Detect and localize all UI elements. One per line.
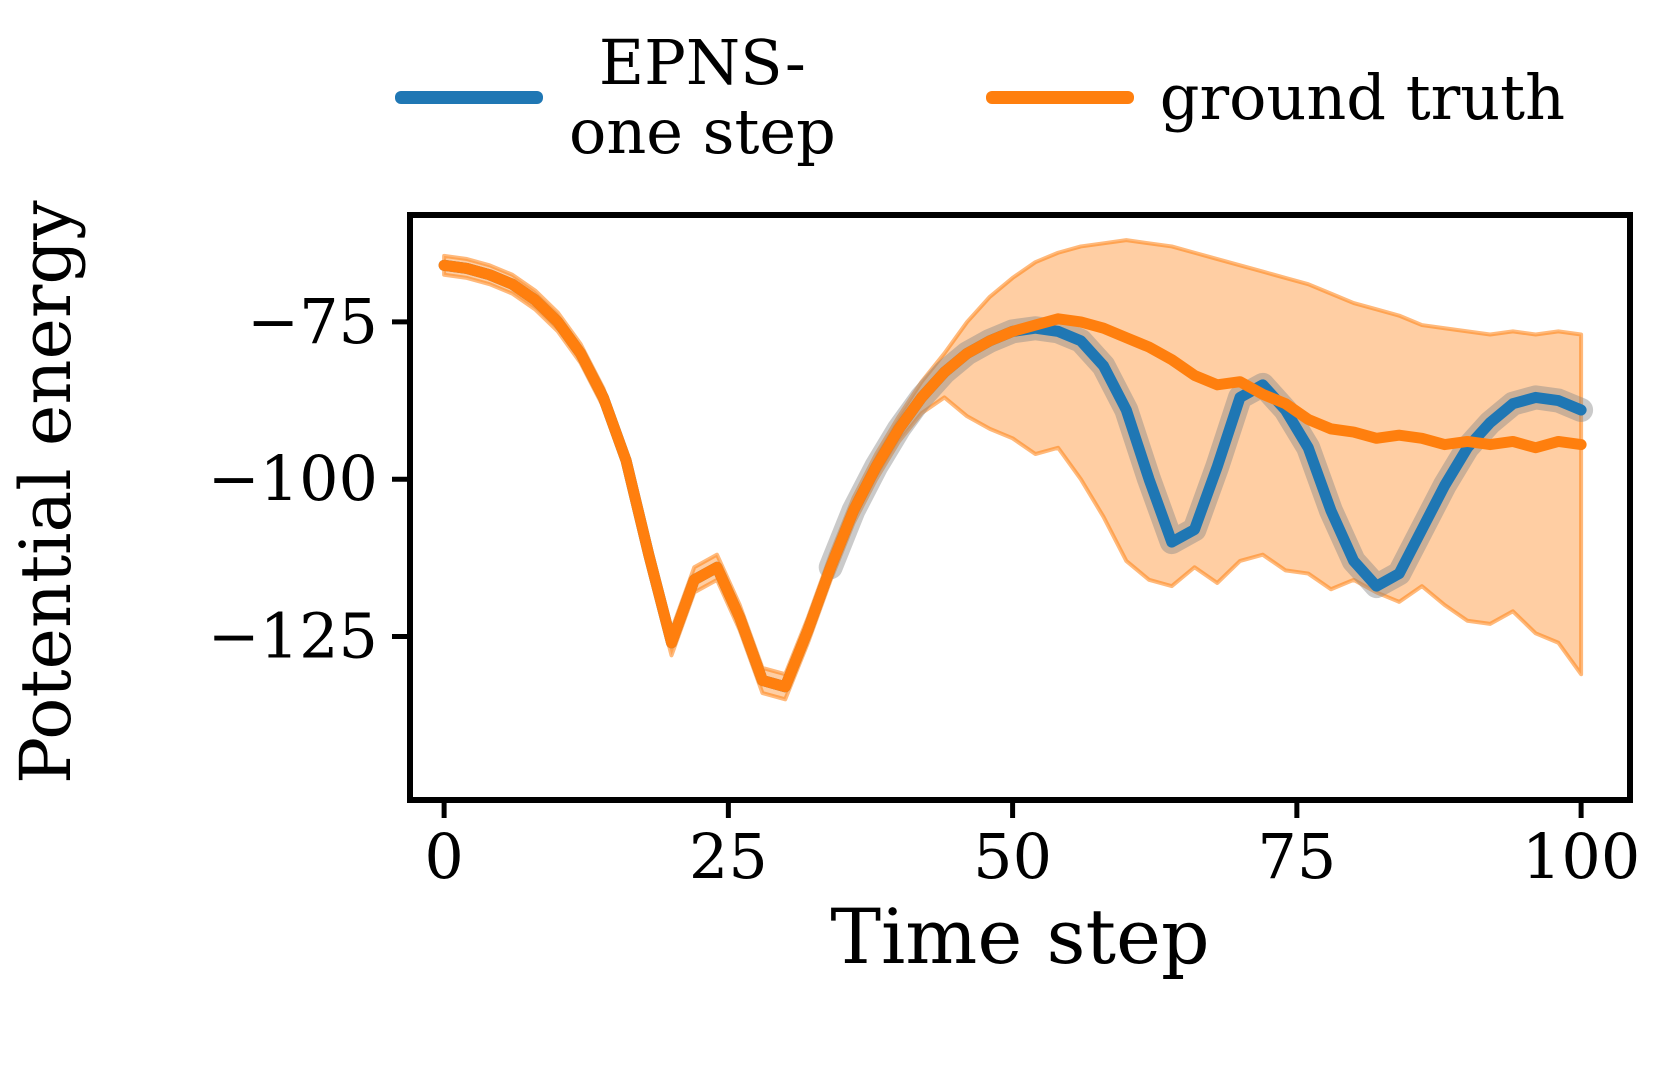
ground-truth-line — [438, 259, 1587, 693]
epns-legend-label-line1: EPNS- — [598, 26, 806, 99]
x-tick-label: 0 — [424, 820, 463, 893]
x-axis-label: Time step — [830, 892, 1210, 981]
legend-entry-ground-truth: ground truth — [985, 60, 1566, 134]
epns-legend-label: EPNS- one step — [569, 28, 836, 167]
epns-legend-label-line2: one step — [569, 95, 836, 169]
y-tick-label: −100 — [208, 442, 378, 515]
x-tick-label: 25 — [689, 820, 768, 893]
x-tick-label: 50 — [973, 820, 1052, 893]
x-tick-label: 75 — [1257, 820, 1336, 893]
ground-truth-legend-label-line1: ground truth — [1159, 60, 1566, 134]
epns-line-swatch — [395, 90, 543, 104]
legend-entry-epns: EPNS- one step — [395, 28, 836, 167]
ground-truth-line-swatch — [985, 90, 1134, 104]
x-tick-label: 100 — [1522, 820, 1640, 893]
y-tick-label: −125 — [208, 599, 378, 672]
ground-truth-legend-label: ground truth — [1159, 60, 1566, 134]
plot-border — [407, 212, 1633, 803]
y-tick-label: −75 — [247, 285, 378, 358]
y-axis-label: Potential energy — [5, 200, 87, 785]
legend: EPNS- one step ground truth — [395, 28, 1565, 167]
ground-truth-uncertainty-band — [442, 238, 1584, 702]
